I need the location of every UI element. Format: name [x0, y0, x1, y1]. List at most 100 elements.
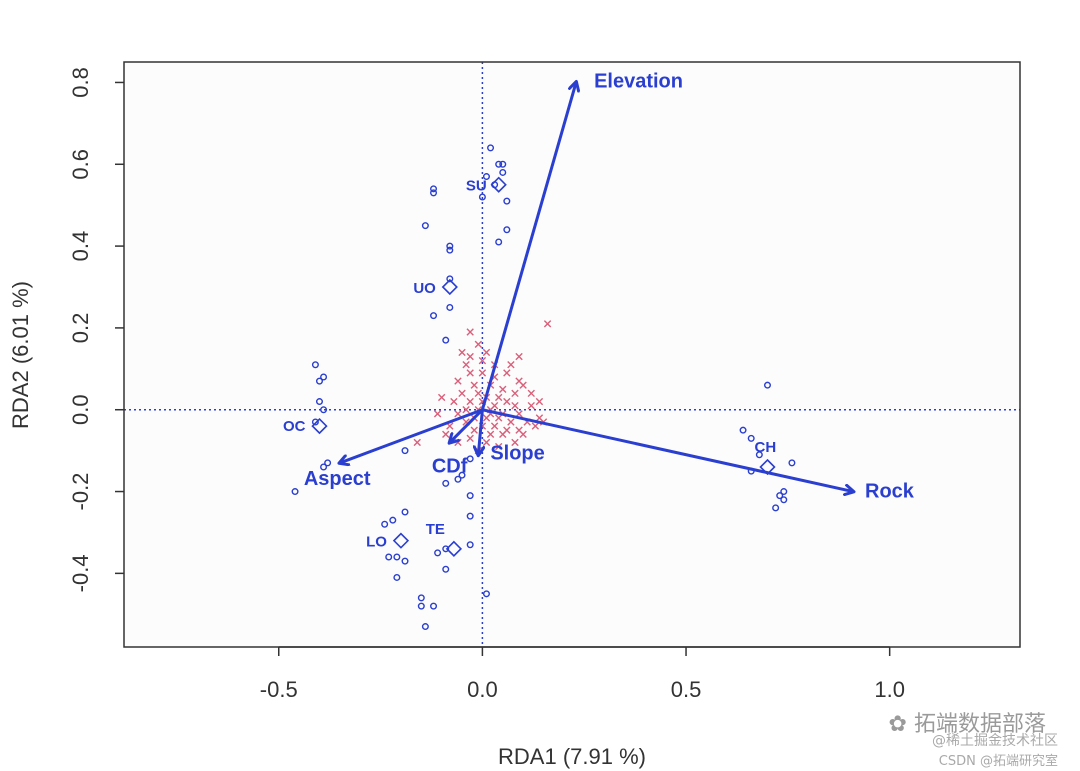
species-marker-stroke: [482, 438, 491, 447]
arrow-label-elevation: Elevation: [594, 70, 683, 92]
species-marker-stroke: [474, 340, 483, 348]
y-tick-label: 0.2: [68, 313, 93, 344]
arrow-aspect: [340, 408, 483, 463]
species-marker-stroke: [454, 410, 462, 418]
species-marker-stroke: [490, 422, 499, 430]
site-point: [487, 144, 495, 152]
species-point: [474, 340, 483, 348]
species-point: [494, 414, 503, 422]
site-point: [499, 168, 507, 176]
species-point: [450, 397, 458, 406]
group-label: UO: [413, 280, 436, 297]
site-point: [755, 451, 763, 459]
site-point: [776, 492, 784, 500]
arrow-label-aspect: Aspect: [304, 468, 371, 490]
species-marker-stroke: [450, 397, 458, 406]
species-point: [490, 422, 499, 430]
species-point: [507, 418, 515, 426]
species-point: [433, 410, 442, 418]
species-marker-stroke: [527, 389, 535, 398]
site-point: [772, 504, 780, 512]
site-point: [421, 222, 429, 230]
site-point: [381, 520, 389, 528]
species-marker-stroke: [458, 348, 466, 357]
species-marker-stroke: [470, 426, 478, 434]
species-marker-stroke: [507, 361, 515, 369]
arrow-label-rock: Rock: [865, 481, 915, 503]
species-marker-stroke: [511, 438, 519, 447]
species-point: [527, 401, 535, 410]
species-marker-stroke: [515, 377, 523, 385]
species-point: [511, 438, 519, 447]
y-tick-label: -0.4: [68, 554, 93, 592]
site-point: [430, 189, 438, 197]
species-marker-stroke: [446, 422, 454, 430]
site-point: [466, 455, 474, 463]
site-point: [466, 512, 474, 520]
site-point: [446, 246, 454, 254]
species-marker-stroke: [503, 369, 511, 377]
species-marker-stroke: [531, 422, 540, 430]
site-point: [739, 426, 747, 434]
species-point: [458, 389, 466, 398]
species-marker-stroke: [494, 393, 503, 402]
group-label: CH: [754, 439, 776, 456]
species-marker-stroke: [413, 438, 421, 447]
species-point: [470, 426, 478, 434]
arrow-label-cdf: CDf: [432, 455, 468, 477]
arrow-rock: [482, 408, 853, 492]
site-point: [495, 160, 503, 168]
site-point: [503, 226, 511, 234]
arrow-slope: [478, 409, 482, 455]
watermark-line2: @稀土掘金技术社区: [932, 733, 1058, 749]
site-point: [503, 197, 511, 205]
site-point: [311, 361, 319, 369]
species-point: [482, 438, 491, 447]
species-marker-stroke: [543, 320, 552, 328]
site-point: [291, 488, 299, 496]
species-point: [494, 393, 503, 402]
species-point: [494, 442, 503, 451]
plot-panel: [124, 62, 1020, 647]
species-marker-stroke: [527, 401, 535, 410]
group-label: LO: [366, 534, 387, 551]
species-point: [470, 381, 478, 389]
site-point: [401, 508, 409, 516]
species-marker-stroke: [535, 414, 544, 422]
species-marker-stroke: [519, 381, 527, 389]
site-point: [478, 193, 486, 201]
group-label: SU: [466, 178, 487, 195]
site-point: [454, 475, 462, 483]
species-marker-stroke: [474, 389, 483, 398]
species-point: [462, 406, 470, 414]
watermark-line1: 拓端数据部落: [913, 712, 1046, 737]
group-centroid-diamond: [490, 176, 507, 193]
x-tick-label: 0.5: [671, 677, 702, 702]
group-centroid-diamond: [441, 278, 458, 296]
site-point: [482, 590, 490, 598]
arrow-elevation: [480, 82, 576, 411]
wechat-icon: ✿: [888, 712, 914, 737]
species-marker-stroke: [503, 397, 511, 406]
site-point: [495, 238, 503, 246]
species-point: [543, 320, 552, 328]
site-point: [446, 242, 454, 250]
species-marker-stroke: [437, 393, 446, 402]
arrow-label-slope: Slope: [490, 443, 544, 465]
site-point: [401, 557, 409, 565]
species-marker-stroke: [519, 430, 527, 438]
site-point: [446, 275, 454, 283]
species-marker-stroke: [515, 352, 523, 361]
species-point: [462, 361, 470, 369]
species-marker-stroke: [486, 430, 495, 438]
species-point: [486, 430, 495, 438]
y-tick-label: 0.0: [68, 394, 93, 425]
site-point: [466, 541, 474, 549]
site-point: [417, 602, 425, 610]
site-point: [417, 594, 425, 602]
species-point: [519, 430, 527, 438]
species-point: [511, 389, 519, 398]
y-tick-label: 0.8: [68, 67, 93, 98]
y-tick-label: 0.4: [68, 231, 93, 262]
species-marker-stroke: [462, 406, 470, 414]
